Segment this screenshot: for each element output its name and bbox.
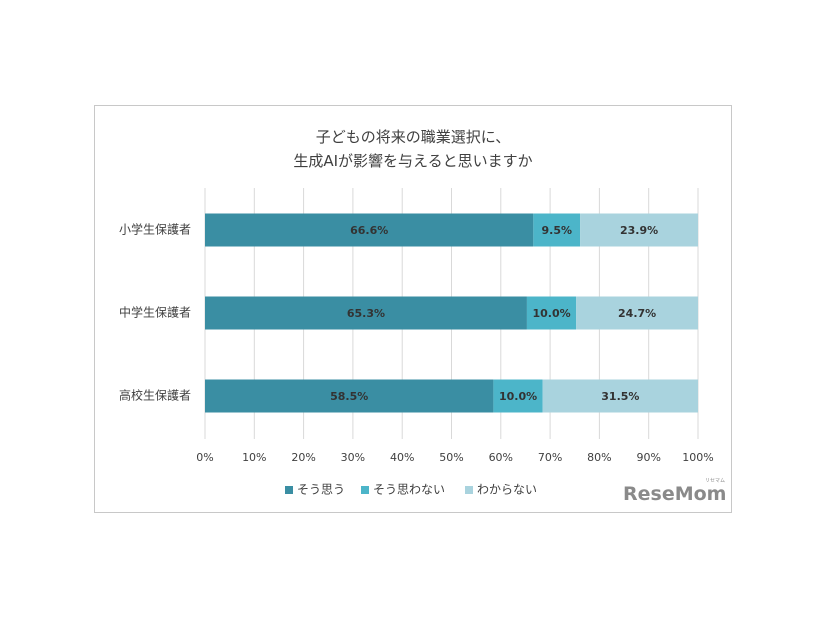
logo-subtext: リセマム	[705, 478, 725, 484]
bar-segment-3	[576, 296, 698, 330]
legend-swatch	[285, 486, 293, 494]
data-label: 9.5%	[541, 224, 572, 237]
data-label: 24.7%	[618, 307, 656, 320]
x-tick-label: 70%	[538, 451, 562, 464]
x-tick-label: 100%	[682, 451, 713, 464]
bar-segment-1	[205, 296, 527, 330]
x-tick-label: 30%	[341, 451, 365, 464]
x-tick-label: 20%	[291, 451, 315, 464]
x-tick-label: 90%	[636, 451, 660, 464]
category-label: 小学生保護者	[119, 222, 191, 237]
legend-label: わからない	[477, 483, 537, 497]
resemom-logo: ReseMom リセマム	[623, 478, 726, 505]
bar-segment-1	[205, 379, 494, 413]
category-label: 中学生保護者	[119, 305, 191, 320]
x-tick-label: 50%	[439, 451, 463, 464]
legend-label: そう思う	[297, 483, 345, 497]
chart-title-line-1: 子どもの将来の職業選択に、	[316, 128, 511, 146]
bar-segment-2	[493, 379, 543, 413]
bar-segment-2	[533, 213, 581, 247]
chart-frame: 子どもの将来の職業選択に、 生成AIが影響を与えると思いますか 66.6% 9.5…	[94, 105, 732, 513]
chart-title-line-2: 生成AIが影響を与えると思いますか	[293, 152, 532, 170]
data-label: 10.0%	[532, 307, 570, 320]
legend-label: そう思わない	[373, 483, 445, 497]
bar-segment-3	[580, 213, 698, 247]
bar-segment-2	[526, 296, 577, 330]
axis-layer: 0% 10% 20% 30% 40% 50% 60% 70% 80% 90% 100% 小学生保護者中…	[119, 222, 714, 465]
bar-segment-1	[205, 213, 534, 247]
x-tick-label: 0%	[196, 451, 213, 464]
legend-swatch	[361, 486, 369, 494]
legend-swatch	[465, 486, 473, 494]
x-tick-label: 10%	[242, 451, 266, 464]
logo-text: ReseMom	[623, 483, 726, 505]
data-label: 23.9%	[620, 224, 658, 237]
data-label: 66.6%	[350, 224, 388, 237]
bar-layer: 66.6% 9.5% 23.9% 65.3% 10.0% 24.7% 58.5% 10.0% 3…	[205, 213, 698, 413]
data-label: 10.0%	[499, 390, 537, 403]
category-label: 高校生保護者	[119, 388, 191, 403]
data-label: 65.3%	[347, 307, 385, 320]
chart-svg: 子どもの将来の職業選択に、 生成AIが影響を与えると思いますか 66.6% 9.5…	[119, 128, 727, 505]
x-tick-label: 60%	[489, 451, 513, 464]
x-tick-label: 40%	[390, 451, 414, 464]
data-label: 58.5%	[330, 390, 368, 403]
bar-segment-3	[542, 379, 698, 413]
x-tick-label: 80%	[587, 451, 611, 464]
data-label: 31.5%	[601, 390, 639, 403]
legend: そう思う そう思わない わからない	[285, 483, 537, 497]
